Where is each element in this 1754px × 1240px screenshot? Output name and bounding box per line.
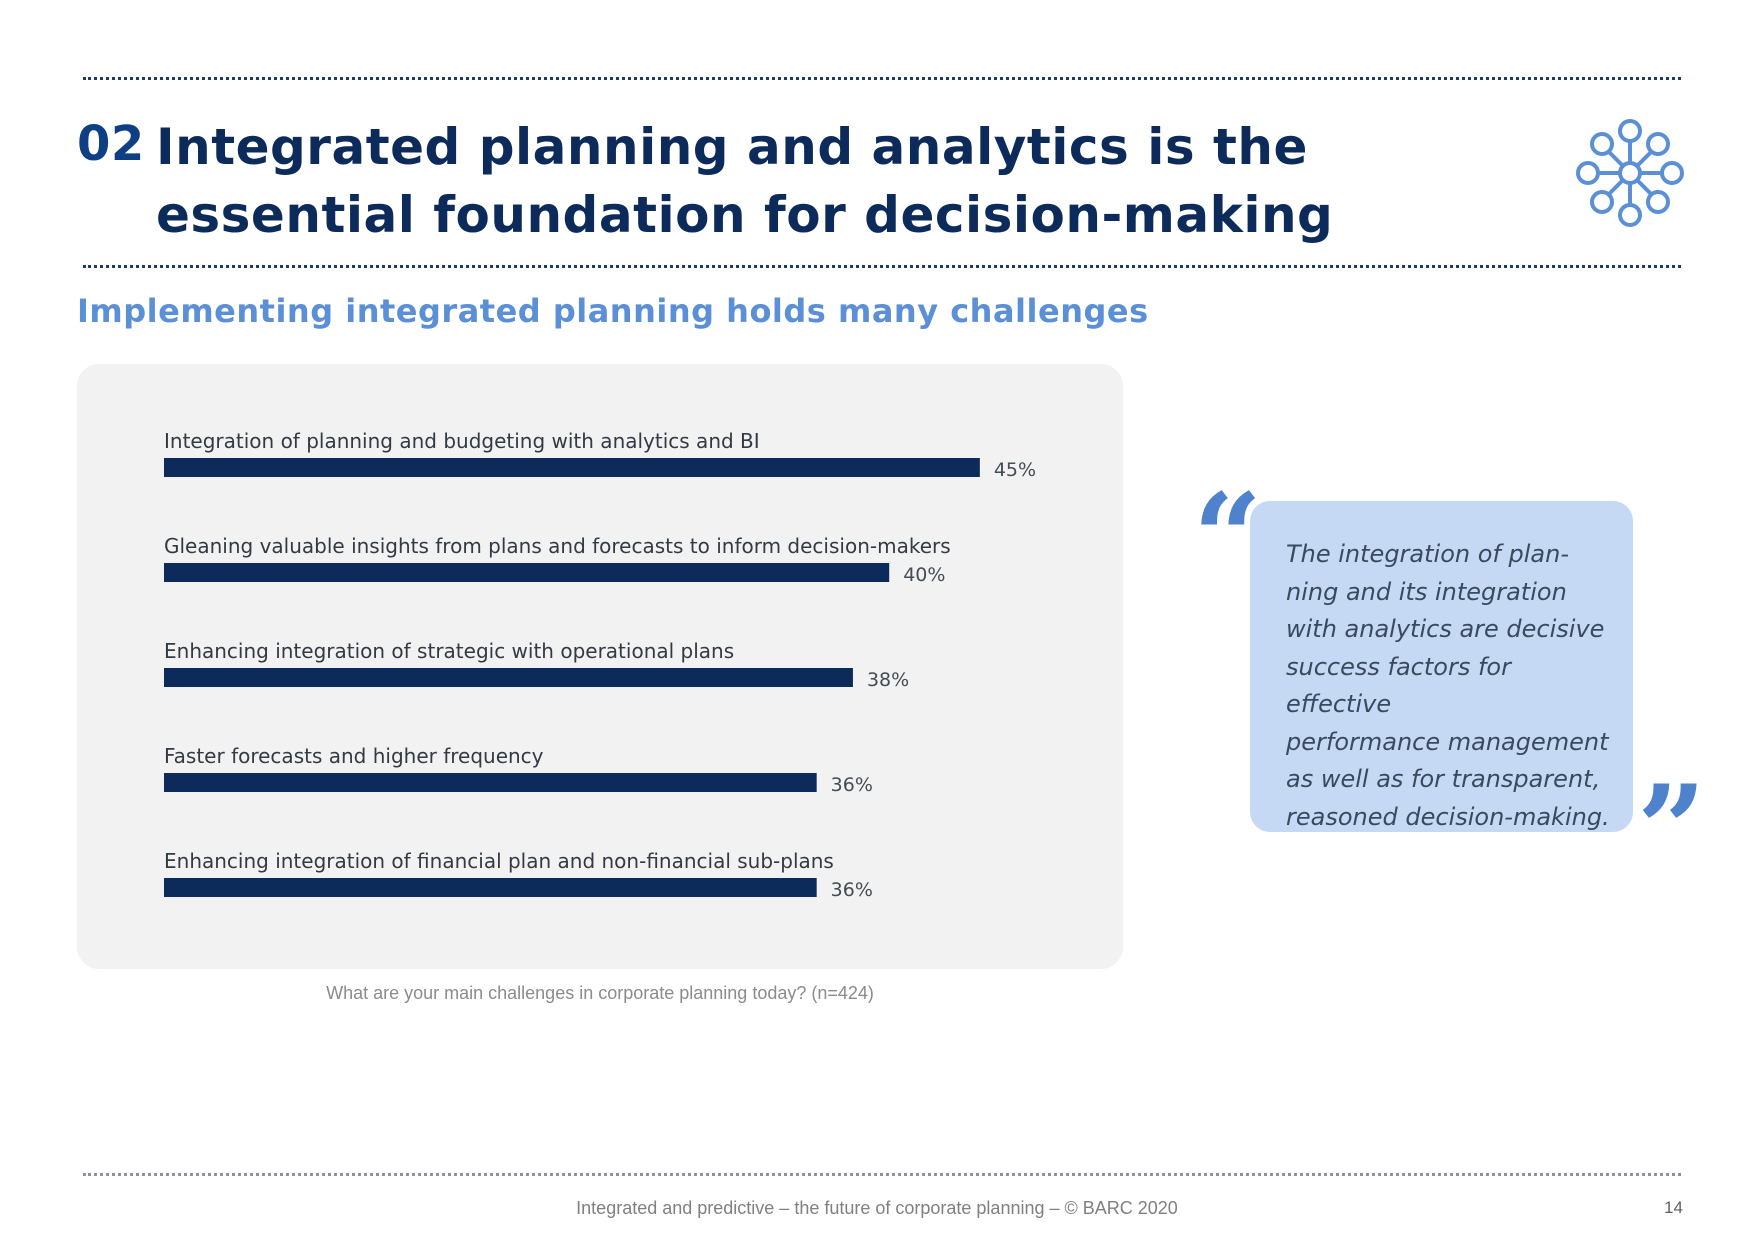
bar — [164, 773, 817, 792]
top-divider — [83, 77, 1681, 80]
network-icon — [1576, 119, 1684, 227]
category-label: Enhancing integration of financial plan … — [164, 849, 834, 873]
value-label: 45% — [994, 459, 1036, 481]
value-label: 36% — [831, 774, 873, 796]
bar — [164, 563, 890, 582]
category-label: Gleaning valuable insights from plans an… — [164, 534, 951, 558]
quote-text: The integration of plan- ning and its in… — [1286, 540, 1610, 831]
section-subtitle: Implementing integrated planning holds m… — [77, 292, 1149, 330]
bar — [164, 458, 980, 477]
open-quote-mark: “ — [1193, 467, 1263, 608]
title-divider — [83, 265, 1681, 268]
category-label: Integration of planning and budgeting wi… — [164, 429, 760, 453]
footer-text: Integrated and predictive – the future o… — [576, 1198, 1178, 1218]
close-quote-mark: ” — [1637, 759, 1707, 900]
value-label: 40% — [903, 564, 945, 586]
quote-box — [1250, 501, 1633, 832]
category-label: Enhancing integration of strategic with … — [164, 639, 734, 663]
value-label: 36% — [831, 879, 873, 901]
bar-chart: Integration of planning and budgeting wi… — [164, 429, 1036, 901]
chart-panel: Integration of planning and budgeting wi… — [77, 364, 1123, 969]
section-number: 02 — [77, 116, 145, 172]
page-title: Integrated planning and analytics is the… — [156, 118, 1334, 244]
value-label: 38% — [867, 669, 909, 691]
bar — [164, 878, 817, 897]
category-label: Faster forecasts and higher frequency — [164, 744, 544, 768]
chart-caption: What are your main challenges in corpora… — [326, 983, 874, 1003]
footer-divider — [83, 1173, 1681, 1176]
page-number: 14 — [1664, 1198, 1683, 1217]
bar — [164, 668, 853, 687]
